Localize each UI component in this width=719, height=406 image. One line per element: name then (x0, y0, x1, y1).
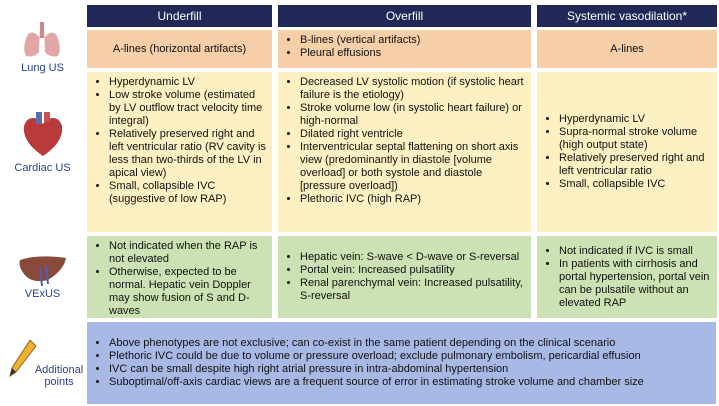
bullet: Above phenotypes are not exclusive; can … (109, 337, 710, 350)
row-label: Lung US (21, 62, 64, 74)
bullet-list: Above phenotypes are not exclusive; can … (93, 337, 710, 389)
bullet-list: Hepatic vein: S-wave < D-wave or S-rever… (284, 251, 525, 303)
row-label: VExUS (24, 288, 61, 300)
column-header: Overfill (278, 5, 531, 27)
bullet-list: Hyperdynamic LVSupra-normal stroke volum… (543, 113, 711, 191)
bullet: Hepatic vein: S-wave < D-wave or S-rever… (300, 251, 525, 264)
cell: Not indicated if IVC is smallIn patients… (537, 236, 717, 318)
bullet-list: Not indicated when the RAP is not elevat… (93, 240, 266, 318)
bullet: Interventricular septal flattening on sh… (300, 141, 525, 193)
bullet: Not indicated when the RAP is not elevat… (109, 240, 266, 266)
bullet: IVC can be small despite high right atri… (109, 363, 710, 376)
bullet: Suboptimal/off-axis cardiac views are a … (109, 376, 710, 389)
bullet: Low stroke volume (estimated by LV outfl… (109, 89, 266, 128)
bullet: Plethoric IVC (high RAP) (300, 193, 525, 206)
bullet: Not indicated if IVC is small (559, 245, 711, 258)
cell: B-lines (vertical artifacts)Pleural effu… (278, 30, 531, 68)
bullet: Dilated right ventricle (300, 128, 525, 141)
bullet-list: B-lines (vertical artifacts)Pleural effu… (284, 34, 525, 60)
column-header: Underfill (87, 5, 272, 27)
cell: Hepatic vein: S-wave < D-wave or S-rever… (278, 236, 531, 318)
bullet: In patients with cirrhosis and portal hy… (559, 258, 711, 310)
bullet: Otherwise, expected to be normal. Hepati… (109, 266, 266, 318)
bullet: Pleural effusions (300, 47, 525, 60)
bullet: Relatively preserved right and left vent… (109, 128, 266, 180)
cell: A-lines (537, 30, 717, 68)
pencil-icon (9, 339, 37, 378)
cell-text: A-lines (610, 42, 644, 55)
cell: Not indicated when the RAP is not elevat… (87, 236, 272, 318)
bullet: Plethoric IVC could be due to volume or … (109, 350, 710, 363)
bullet: Hyperdynamic LV (109, 76, 266, 89)
bullet: Renal parenchymal vein: Increased pulsat… (300, 277, 525, 303)
cell: A-lines (horizontal artifacts) (87, 30, 272, 68)
bullet-list: Not indicated if IVC is smallIn patients… (543, 245, 711, 310)
cell: Hyperdynamic LVLow stroke volume (estima… (87, 72, 272, 232)
bullet: Supra-normal stroke volume (high output … (559, 126, 711, 152)
cell: Decreased LV systolic motion (if systoli… (278, 72, 531, 232)
additional-cell: Above phenotypes are not exclusive; can … (87, 322, 716, 404)
bullet: Small, collapsible IVC (suggestive of lo… (109, 180, 266, 206)
heart-icon (23, 112, 63, 156)
cell-text: A-lines (horizontal artifacts) (112, 42, 247, 55)
row-label: Additional points (34, 364, 84, 388)
row-label: Cardiac US (14, 162, 71, 174)
bullet: B-lines (vertical artifacts) (300, 34, 525, 47)
bullet: Relatively preserved right and left vent… (559, 152, 711, 178)
liver-icon (19, 256, 66, 286)
lung-icon (24, 22, 60, 57)
bullet: Stroke volume low (in systolic heart fai… (300, 102, 525, 128)
bullet: Small, collapsible IVC (559, 178, 711, 191)
column-header: Systemic vasodilation* (537, 5, 717, 27)
bullet: Portal vein: Increased pulsatility (300, 264, 525, 277)
cell: Hyperdynamic LVSupra-normal stroke volum… (537, 72, 717, 232)
bullet-list: Decreased LV systolic motion (if systoli… (284, 76, 525, 206)
bullet: Hyperdynamic LV (559, 113, 711, 126)
bullet: Decreased LV systolic motion (if systoli… (300, 76, 525, 102)
bullet-list: Hyperdynamic LVLow stroke volume (estima… (93, 76, 266, 206)
